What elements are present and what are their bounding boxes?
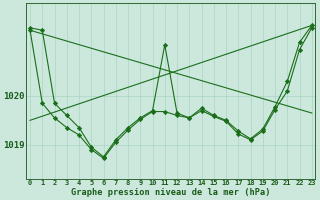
X-axis label: Graphe pression niveau de la mer (hPa): Graphe pression niveau de la mer (hPa) xyxy=(71,188,271,197)
